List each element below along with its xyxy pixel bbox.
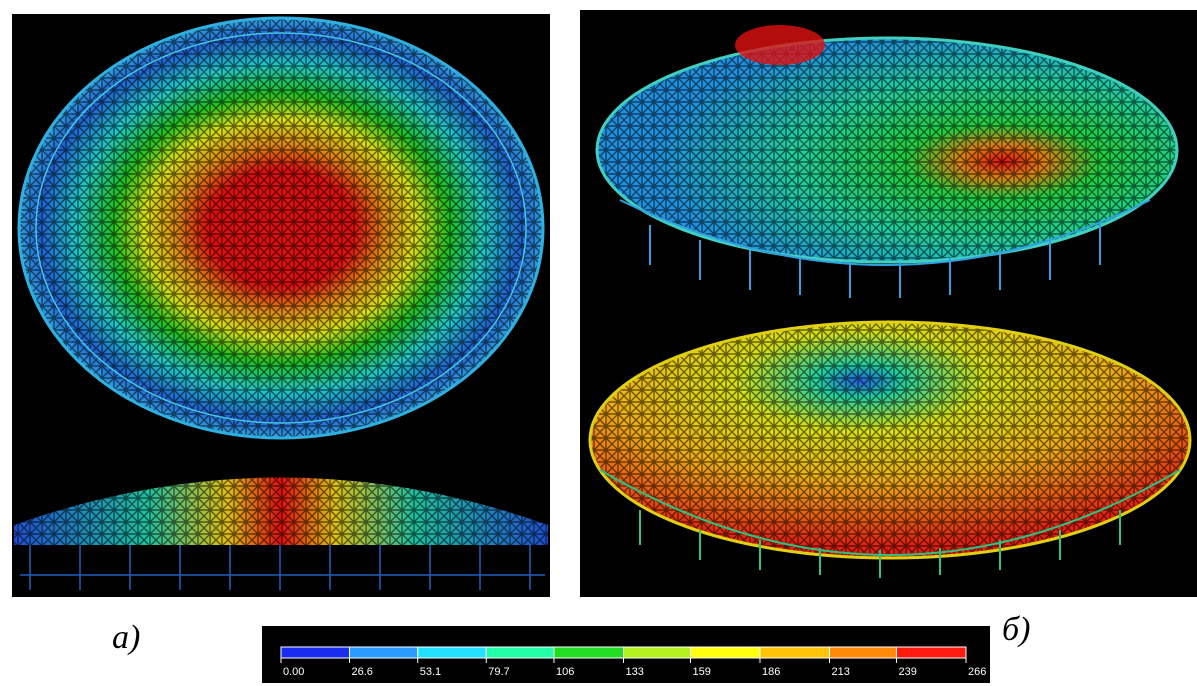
legend-tick-label: 133: [626, 666, 644, 678]
legend-tick-label: 213: [832, 666, 850, 678]
legend-segment: [554, 647, 624, 658]
legend-tick-label: 159: [692, 666, 710, 678]
legend-tick-label: 53.1: [420, 666, 441, 678]
figure: а) б) 0.00 26.6 53.1 79.7 106 133 159 186 213 239…: [0, 0, 1197, 686]
legend-segment: [896, 647, 966, 658]
legend-tick-label: 0.00: [283, 666, 304, 678]
page: {"labels": {"left": "а)", "right": "б)"}…: [0, 0, 1197, 686]
label-right: б): [1002, 611, 1030, 648]
legend-tick-label: 239: [898, 666, 916, 678]
legend-segment: [690, 647, 760, 658]
dome-oblique-2-mesh: [590, 322, 1190, 558]
legend-tick-label: 186: [762, 666, 780, 678]
legend-segment: [350, 647, 418, 658]
legend-tick-label: 266: [968, 666, 986, 678]
dome-plan-mesh: [19, 18, 543, 438]
body: а) б) 0.00 26.6 53.1 79.7 106 133 159 186 213 239…: [0, 0, 1197, 686]
label-left: а): [112, 619, 140, 656]
hot-spot: [735, 25, 825, 65]
legend-segment: [624, 647, 691, 658]
legend-segment: [830, 647, 897, 658]
legend-segment: [281, 647, 350, 658]
legend-segment: [760, 647, 830, 658]
legend-tick-label: 26.6: [352, 666, 373, 678]
legend-segment: [486, 647, 554, 658]
legend-tick-label: 106: [556, 666, 574, 678]
legend-tick-label: 79.7: [488, 666, 509, 678]
legend-segment: [418, 647, 487, 658]
